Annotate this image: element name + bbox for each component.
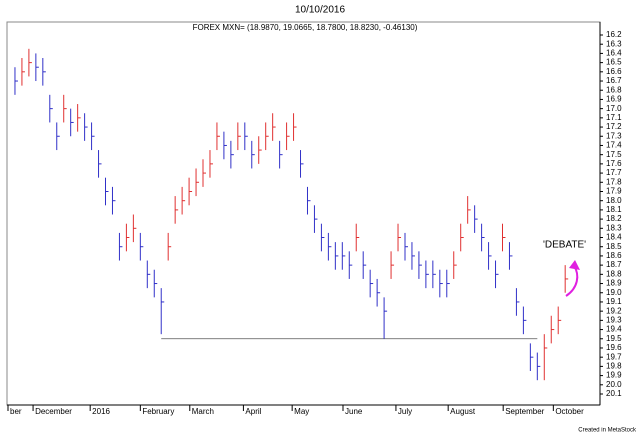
- y-tick-label: 19.1: [606, 297, 622, 306]
- y-tick-label: 19.2: [606, 306, 622, 315]
- y-tick-label: 16.5: [606, 58, 622, 67]
- y-tick-label: 17.0: [606, 104, 622, 113]
- chart-subtitle: FOREX MXN= (18.9870, 19.0665, 18.7800, 1…: [193, 23, 418, 32]
- y-tick-label: 18.2: [606, 214, 622, 223]
- chart-title: 10/10/2016: [295, 5, 345, 16]
- y-tick-label: 18.0: [606, 196, 622, 205]
- y-tick-label: 20.1: [606, 389, 622, 398]
- y-tick-label: 19.6: [606, 343, 622, 352]
- annotation: 'DEBATE': [543, 240, 586, 251]
- y-tick-label: 18.3: [606, 223, 622, 232]
- y-tick-label: 18.6: [606, 251, 622, 260]
- y-tick-label: 18.1: [606, 205, 622, 214]
- y-tick-label: 17.1: [606, 113, 622, 122]
- x-tick-label: April: [245, 407, 261, 416]
- y-tick-label: 17.3: [606, 131, 622, 140]
- y-tick-label: 20.0: [606, 380, 622, 389]
- footer: Created in MetaStock: [578, 428, 637, 434]
- y-tick-label: 17.9: [606, 187, 622, 196]
- x-tick-label: July: [398, 407, 412, 416]
- y-tick-label: 16.4: [606, 49, 622, 58]
- x-tick-label: ber: [10, 407, 22, 416]
- annotation-arrow: [565, 265, 579, 297]
- y-tick-label: 16.8: [606, 85, 622, 94]
- y-tick-label: 18.7: [606, 260, 622, 269]
- y-tick-label: 17.4: [606, 141, 622, 150]
- y-tick-label: 19.9: [606, 371, 622, 380]
- y-tick-label: 17.8: [606, 177, 622, 186]
- y-tick-label: 18.4: [606, 233, 622, 242]
- y-tick-label: 17.5: [606, 150, 622, 159]
- y-tick-label: 17.2: [606, 122, 622, 131]
- x-tick-label: 2016: [92, 407, 110, 416]
- y-tick-label: 17.7: [606, 168, 622, 177]
- x-tick-label: October: [555, 407, 584, 416]
- annotation-arrowhead: [569, 260, 580, 270]
- y-tick-label: 16.2: [606, 30, 622, 39]
- y-tick-label: 18.9: [606, 279, 622, 288]
- y-tick-label: 17.6: [606, 159, 622, 168]
- y-tick-label: 18.5: [606, 242, 622, 251]
- x-tick-label: December: [35, 407, 72, 416]
- y-tick-label: 16.7: [606, 76, 622, 85]
- y-tick-label: 16.9: [606, 95, 622, 104]
- y-tick-label: 19.4: [606, 325, 622, 334]
- y-tick-label: 19.8: [606, 361, 622, 370]
- x-tick-label: March: [192, 407, 214, 416]
- x-tick-label: September: [505, 407, 544, 416]
- y-tick-label: 16.3: [606, 39, 622, 48]
- x-tick-label: June: [345, 407, 363, 416]
- y-tick-label: 19.5: [606, 334, 622, 343]
- plot-frame: [6, 21, 601, 406]
- x-tick-label: February: [142, 407, 174, 416]
- y-tick-label: 16.6: [606, 67, 622, 76]
- y-tick-label: 18.8: [606, 269, 622, 278]
- x-tick-label: August: [450, 407, 476, 416]
- x-tick-label: May: [294, 407, 309, 416]
- y-tick-label: 19.0: [606, 288, 622, 297]
- y-tick-label: 19.3: [606, 315, 622, 324]
- y-tick-label: 19.7: [606, 352, 622, 361]
